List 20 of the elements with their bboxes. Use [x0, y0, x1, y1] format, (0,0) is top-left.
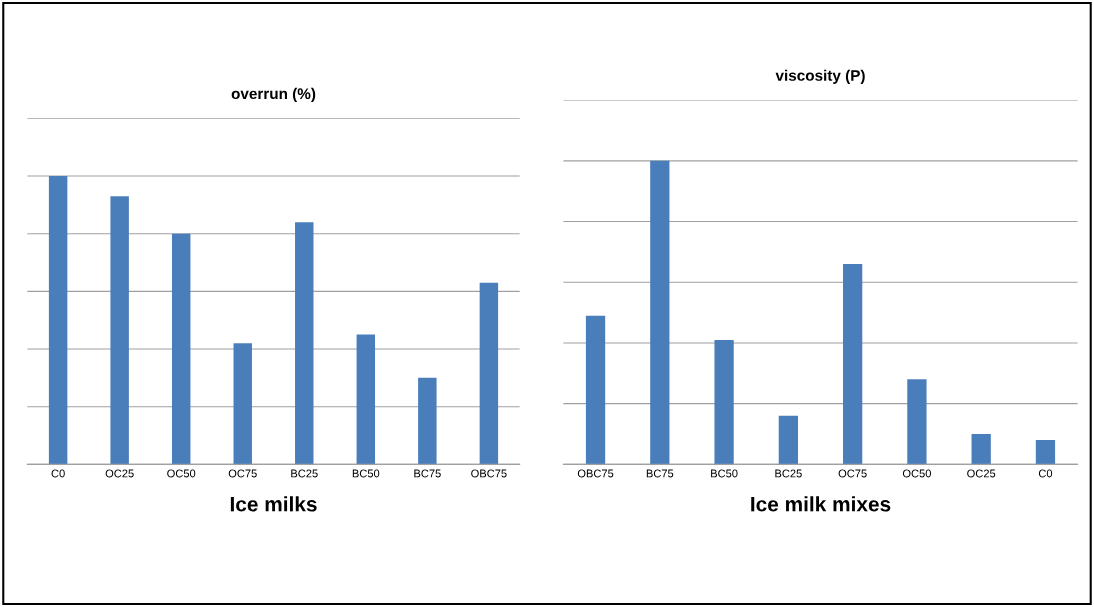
x-tick-label: OBC75 — [471, 469, 507, 478]
x-axis-title: Ice milks — [230, 496, 317, 512]
x-tick-label: C0 — [1038, 469, 1053, 478]
x-tick-label: OC25 — [105, 469, 134, 478]
x-tick-label: BC25 — [291, 469, 318, 478]
x-tick-label: OC25 — [967, 469, 996, 478]
x-tick-label: C0 — [51, 469, 65, 478]
x-tick-label: OC75 — [228, 469, 257, 478]
x-tick-label: BC75 — [414, 469, 441, 478]
x-tick-label: OC75 — [838, 469, 867, 478]
chart-title: overrun (%) — [231, 87, 316, 103]
x-tick-label: BC50 — [352, 469, 380, 478]
x-tick-label: BC75 — [646, 469, 674, 478]
x-tick-label: OC50 — [167, 469, 196, 478]
x-tick-label: BC25 — [775, 469, 802, 478]
x-tick-label: OBC75 — [577, 469, 614, 478]
chart-title: viscosity (P) — [775, 69, 865, 84]
x-axis-title: Ice milk mixes — [751, 496, 891, 512]
x-tick-label: BC50 — [711, 469, 738, 478]
x-tick-label: OC50 — [902, 469, 931, 478]
